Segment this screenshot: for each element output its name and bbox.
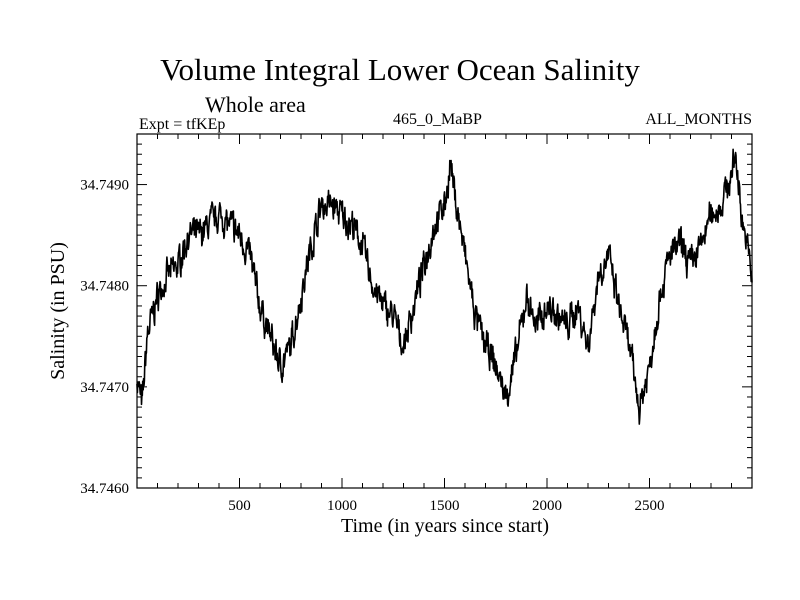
chart-title: Volume Integral Lower Ocean Salinity (160, 52, 640, 87)
x-tick-label: 2000 (532, 498, 562, 514)
x-tick-label: 500 (228, 498, 251, 514)
period-label: 465_0_MaBP (393, 111, 482, 128)
months-label: ALL_MONTHS (645, 111, 752, 128)
x-tick-label: 2500 (635, 498, 665, 514)
y-tick-label: 34.7460 (80, 481, 129, 497)
axis-ticks (137, 133, 752, 489)
plot-frame (136, 133, 753, 489)
y-tick-labels: 34.7460 34.7470 34.7480 34.7490 (80, 178, 129, 497)
experiment-label: Expt = tfKEp (139, 116, 226, 133)
x-tick-label: 1500 (430, 498, 460, 514)
x-axis-label: Time (in years since start) (341, 515, 549, 537)
chart-subtitle: Whole area (205, 92, 306, 117)
y-tick-label: 34.7470 (80, 380, 129, 396)
x-tick-labels: 500 1000 1500 2000 2500 (228, 498, 664, 514)
x-tick-label: 1000 (327, 498, 357, 514)
y-tick-label: 34.7480 (80, 279, 129, 295)
y-axis-label: Salinity (in PSU) (47, 242, 69, 380)
y-tick-label: 34.7490 (80, 178, 129, 194)
salinity-series-line (136, 148, 753, 425)
